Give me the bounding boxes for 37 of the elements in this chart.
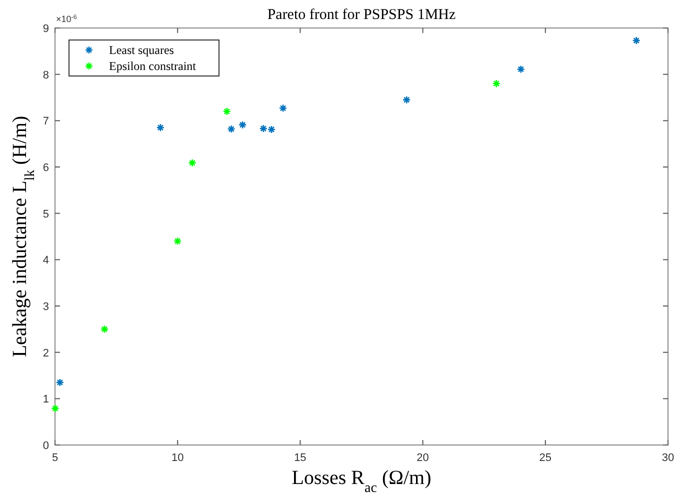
- y-tick-label: 4: [42, 254, 49, 267]
- y-tick-label: 0: [42, 440, 49, 452]
- x-tick-label: 30: [662, 452, 674, 464]
- point: [492, 79, 501, 88]
- y-tick-label: 5: [42, 208, 49, 220]
- legend-label: Epsilon constraint: [109, 59, 197, 73]
- point: [516, 65, 526, 74]
- y-tick-label: 1: [42, 394, 49, 406]
- point: [173, 236, 182, 246]
- legend-label: Least squares: [109, 43, 174, 57]
- point: [259, 124, 268, 133]
- point: [222, 107, 232, 116]
- point: [156, 123, 165, 132]
- y-tick-label: 2: [42, 347, 49, 360]
- y-tick-label: 8: [42, 69, 49, 82]
- x-axis-title: Losses R$_{ac}$ (Ω/m): [292, 467, 432, 496]
- y-tick-label: 9: [42, 23, 49, 35]
- x-tick-label: 20: [416, 452, 429, 464]
- x-tick-label: 10: [171, 452, 184, 464]
- point: [188, 158, 196, 167]
- point: [632, 36, 641, 45]
- point: [402, 96, 411, 104]
- chart-title: Pareto front for PSPSPS 1MHz: [267, 7, 456, 23]
- x-tick-label: 15: [294, 452, 306, 464]
- y-tick-label: 6: [42, 162, 49, 174]
- point: [278, 104, 288, 112]
- point: [56, 378, 64, 387]
- point: [100, 325, 109, 334]
- point: [267, 125, 276, 134]
- point: [238, 120, 247, 129]
- y-tick-label: 7: [42, 116, 49, 128]
- y-tick-label: 3: [42, 301, 49, 313]
- x-tick-label: 25: [539, 452, 552, 464]
- point: [227, 124, 236, 134]
- point: [51, 404, 60, 413]
- text: ×10$^{-6}$: [56, 14, 78, 24]
- x-tick-label: 5: [52, 452, 58, 464]
